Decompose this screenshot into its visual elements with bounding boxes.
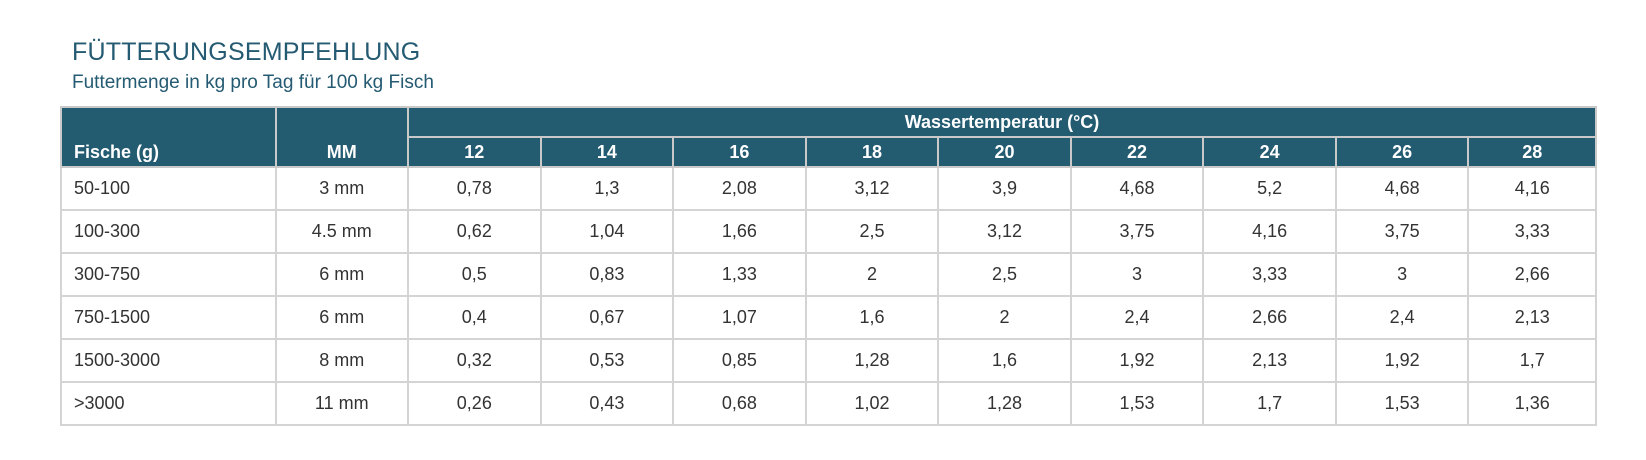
table-row: 1500-3000 8 mm 0,32 0,53 0,85 1,28 1,6 1,92 2,13… [60, 338, 1597, 383]
table-row: 300-750 6 mm 0,5 0,83 1,33 2 2,5 3 3,33 3 2,66 [60, 252, 1597, 297]
feed-amount-cell: 0,68 [672, 381, 807, 426]
pellet-size-cell: 8 mm [274, 338, 410, 383]
feed-amount-cell: 2,5 [804, 209, 940, 254]
feed-amount-cell: 0,67 [539, 295, 675, 340]
fish-size-cell: 300-750 [60, 252, 277, 297]
feed-amount-cell: 0,53 [539, 338, 675, 383]
feed-amount-cell: 1,3 [539, 166, 675, 211]
table-row: >3000 11 mm 0,26 0,43 0,68 1,02 1,28 1,53 1,7 1,5… [60, 381, 1597, 426]
temperature-header: 22 [1069, 136, 1205, 168]
feed-amount-cell: 1,04 [539, 209, 675, 254]
feed-amount-cell: 1,66 [672, 209, 807, 254]
feed-amount-cell: 0,43 [539, 381, 675, 426]
feed-amount-cell: 3 [1334, 252, 1470, 297]
feed-amount-cell: 1,92 [1069, 338, 1205, 383]
feed-amount-cell: 2,4 [1069, 295, 1205, 340]
temperature-header: 16 [672, 136, 807, 168]
page-title: FÜTTERUNGSEMPFEHLUNG [72, 38, 421, 66]
fish-size-cell: >3000 [60, 381, 277, 426]
temperature-header: 28 [1467, 136, 1597, 168]
pellet-size-cell: 3 mm [274, 166, 410, 211]
temperature-header: 14 [539, 136, 675, 168]
feed-amount-cell: 0,26 [407, 381, 542, 426]
feeding-table: Fische (g) MM Wassertemperatur (°C) 12 14… [60, 106, 1597, 426]
feed-amount-cell: 2,66 [1202, 295, 1337, 340]
feed-amount-cell: 1,07 [672, 295, 807, 340]
feed-amount-cell: 3,75 [1069, 209, 1205, 254]
feed-amount-cell: 0,62 [407, 209, 542, 254]
table-row: 100-300 4.5 mm 0,62 1,04 1,66 2,5 3,12 3,75 4,16… [60, 209, 1597, 254]
fish-size-header: Fische (g) [60, 106, 277, 168]
feed-amount-cell: 1,6 [937, 338, 1072, 383]
table-row: 750-1500 6 mm 0,4 0,67 1,07 1,6 2 2,4 2,66 2,4 2,1… [60, 295, 1597, 340]
fish-size-cell: 750-1500 [60, 295, 277, 340]
temperature-header: 26 [1334, 136, 1470, 168]
temperature-header: 12 [407, 136, 542, 168]
feed-amount-cell: 1,7 [1202, 381, 1337, 426]
temperature-header: 18 [804, 136, 940, 168]
feed-amount-cell: 3,12 [937, 209, 1072, 254]
temperature-header: 24 [1202, 136, 1337, 168]
pellet-size-cell: 6 mm [274, 295, 410, 340]
feed-amount-cell: 2,13 [1202, 338, 1337, 383]
pellet-size-cell: 11 mm [274, 381, 410, 426]
feed-amount-cell: 1,53 [1334, 381, 1470, 426]
feed-amount-cell: 1,28 [937, 381, 1072, 426]
feed-amount-cell: 2 [937, 295, 1072, 340]
table-row: 50-100 3 mm 0,78 1,3 2,08 3,12 3,9 4,68 5,2 4,68 4… [60, 166, 1597, 211]
feed-amount-cell: 1,92 [1334, 338, 1470, 383]
pellet-size-cell: 6 mm [274, 252, 410, 297]
feed-amount-cell: 2 [804, 252, 940, 297]
feed-amount-cell: 1,53 [1069, 381, 1205, 426]
feed-amount-cell: 0,83 [539, 252, 675, 297]
feed-amount-cell: 2,66 [1467, 252, 1597, 297]
feed-amount-cell: 1,02 [804, 381, 940, 426]
pellet-size-header: MM [274, 106, 410, 168]
feed-amount-cell: 2,08 [672, 166, 807, 211]
feed-amount-cell: 0,5 [407, 252, 542, 297]
feed-amount-cell: 3,33 [1467, 209, 1597, 254]
feed-amount-cell: 0,78 [407, 166, 542, 211]
feed-amount-cell: 1,36 [1467, 381, 1597, 426]
feed-amount-cell: 4,68 [1069, 166, 1205, 211]
feed-amount-cell: 3,12 [804, 166, 940, 211]
feed-amount-cell: 3,9 [937, 166, 1072, 211]
feed-amount-cell: 1,33 [672, 252, 807, 297]
fish-size-cell: 50-100 [60, 166, 277, 211]
feed-amount-cell: 0,85 [672, 338, 807, 383]
feed-amount-cell: 4,68 [1334, 166, 1470, 211]
feed-amount-cell: 2,4 [1334, 295, 1470, 340]
fish-size-cell: 1500-3000 [60, 338, 277, 383]
feed-amount-cell: 1,6 [804, 295, 940, 340]
feed-amount-cell: 1,28 [804, 338, 940, 383]
temperature-header: 20 [937, 136, 1072, 168]
feed-amount-cell: 4,16 [1202, 209, 1337, 254]
feed-amount-cell: 2,13 [1467, 295, 1597, 340]
feed-amount-cell: 1,7 [1467, 338, 1597, 383]
feed-amount-cell: 4,16 [1467, 166, 1597, 211]
water-temperature-header: Wassertemperatur (°C) [407, 106, 1597, 138]
pellet-size-cell: 4.5 mm [274, 209, 410, 254]
feed-amount-cell: 0,4 [407, 295, 542, 340]
feed-amount-cell: 5,2 [1202, 166, 1337, 211]
feed-amount-cell: 3,75 [1334, 209, 1470, 254]
feed-amount-cell: 3,33 [1202, 252, 1337, 297]
fish-size-cell: 100-300 [60, 209, 277, 254]
feed-amount-cell: 2,5 [937, 252, 1072, 297]
feed-amount-cell: 0,32 [407, 338, 542, 383]
feed-amount-cell: 3 [1069, 252, 1205, 297]
page-subtitle: Futtermenge in kg pro Tag für 100 kg Fis… [72, 72, 434, 93]
